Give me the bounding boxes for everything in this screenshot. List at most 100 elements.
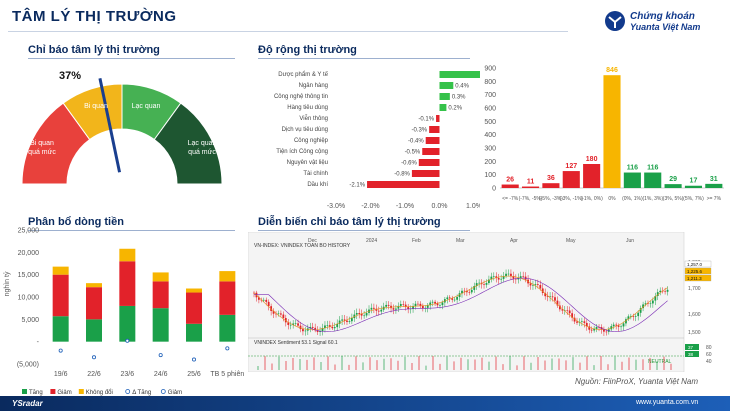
sector-x-tick: 0.0% <box>432 203 448 210</box>
evo-price-badge-text: 1,225.6 <box>687 269 703 274</box>
evo-candle-body <box>585 322 588 327</box>
zone-label-extreme-fear-2: quá mức <box>28 149 56 156</box>
chart-caption-top: VN-INDEX: VNINDEX TOAN BO HISTORY <box>254 243 351 249</box>
evo-candle-body <box>465 290 468 293</box>
flow-category-label: TB 5 phiên <box>210 371 244 378</box>
flow-category-label: 22/6 <box>87 371 101 378</box>
evo-candle-body <box>522 276 525 277</box>
evo-osc-badge-text: 38 <box>688 352 694 357</box>
evo-candle-body <box>573 317 576 322</box>
zone-label-fear: Bi quan <box>84 103 108 110</box>
sector-label: Dịch vụ tiêu dùng <box>282 127 328 133</box>
flow-bar-segment <box>152 308 169 342</box>
evo-price-label: 1,600 <box>688 312 701 318</box>
evo-candle-body <box>566 310 569 311</box>
evo-candle-body <box>576 321 578 323</box>
sector-value-label: 0.4% <box>455 84 469 90</box>
evo-candle-body <box>463 290 466 292</box>
evo-candle-body <box>500 278 503 280</box>
footer-url: www.yuanta.com.vn <box>636 399 699 406</box>
flow-bar-segment <box>219 271 236 282</box>
evo-candle-body <box>475 283 478 286</box>
evo-candle-body <box>451 298 454 300</box>
flow-legend-swatch <box>78 389 84 394</box>
dist-value-label: 116 <box>627 165 638 172</box>
evo-candle-body <box>294 323 297 324</box>
sector-bar <box>436 115 440 122</box>
sector-value-label: -0.5% <box>405 150 421 156</box>
evo-osc-label: 60 <box>706 352 712 358</box>
evo-ma-line-2 <box>254 277 668 332</box>
flow-bar-segment <box>186 292 202 324</box>
evo-candle-body <box>446 297 449 300</box>
dist-bar <box>623 172 641 188</box>
dist-y-tick: 100 <box>484 172 496 179</box>
evo-candle-body <box>426 305 429 308</box>
evo-candle-body <box>485 283 488 285</box>
evo-candle-body <box>625 319 627 324</box>
evo-candle-body <box>651 300 654 304</box>
evo-osc-badge <box>685 344 699 350</box>
evo-candle-body <box>311 326 314 328</box>
dist-bar <box>664 184 682 188</box>
sector-bar <box>367 181 440 188</box>
evo-candle-body <box>581 321 583 322</box>
evo-candle-body <box>333 327 336 329</box>
dist-value-label: 846 <box>606 67 618 74</box>
flow-category-label: 23/6 <box>121 371 135 378</box>
chart-background <box>248 232 685 372</box>
breadth-section-title: Độ rộng thị trường <box>258 44 357 56</box>
evo-candle-body <box>292 323 295 325</box>
evo-price-label: 1,700 <box>688 286 701 292</box>
dist-y-tick: 900 <box>484 66 496 73</box>
evo-candle-body <box>473 285 476 290</box>
dist-value-label: 29 <box>669 176 677 183</box>
flow-bar-segment <box>119 261 136 306</box>
dist-category-label: (-1%, 0%) <box>581 196 604 202</box>
evo-candle-body <box>512 276 515 279</box>
sector-x-tick: 1.0% <box>466 203 480 210</box>
dist-bar <box>542 183 560 188</box>
evo-candle-body <box>620 326 622 328</box>
evo-candle-body <box>637 312 640 317</box>
sector-value-label: -0.4% <box>408 139 424 145</box>
evo-osc-badge <box>685 351 699 357</box>
evo-candle-body <box>350 318 353 322</box>
sector-bar <box>439 93 450 100</box>
evo-candle-body <box>272 310 275 314</box>
dist-bar <box>644 172 662 188</box>
sector-x-tick: -1.0% <box>396 203 414 210</box>
sentiment-gauge: 37% Bi quan quá mức Bi quan Lạc quan Lạc… <box>21 70 223 185</box>
flow-y-tick: 10,000 <box>18 295 40 302</box>
evo-candle-body <box>470 289 473 293</box>
flow-bar-segment <box>86 287 102 320</box>
evo-candle-body <box>385 304 388 307</box>
evo-month-label: Dec <box>308 238 317 244</box>
sector-label: Công nghiệp <box>294 138 329 144</box>
evo-candle-body <box>563 310 566 311</box>
dist-y-tick: 500 <box>484 119 496 126</box>
evo-candle-body <box>262 299 265 301</box>
gauge-value-label: 37% <box>59 70 81 82</box>
sentiment-evolution-chart: VN-INDEX: VNINDEX TOAN BO HISTORY VNINDE… <box>248 232 712 372</box>
evo-candle-body <box>402 304 405 305</box>
evo-candle-body <box>612 324 615 327</box>
evo-candle-body <box>336 323 339 328</box>
evo-candle-body <box>417 303 419 305</box>
evo-candle-body <box>414 303 417 307</box>
flow-section-rule <box>28 230 235 231</box>
evo-candle-body <box>397 305 400 309</box>
evo-candle-body <box>554 297 556 301</box>
evo-month-label: Feb <box>412 238 421 244</box>
sector-label: Dầu khí <box>307 182 328 188</box>
gauge-needle <box>98 77 122 173</box>
evo-candle-body <box>407 307 410 310</box>
dist-category-label: (1%, 3%) <box>642 196 663 202</box>
evo-candle-body <box>284 318 287 323</box>
evo-osc-label: 80 <box>706 345 712 351</box>
evo-candle-body <box>456 297 459 300</box>
flow-category-label: 25/6 <box>187 371 201 378</box>
dist-category-label: <= -7% <box>502 196 519 202</box>
evo-candle-body <box>532 285 534 286</box>
